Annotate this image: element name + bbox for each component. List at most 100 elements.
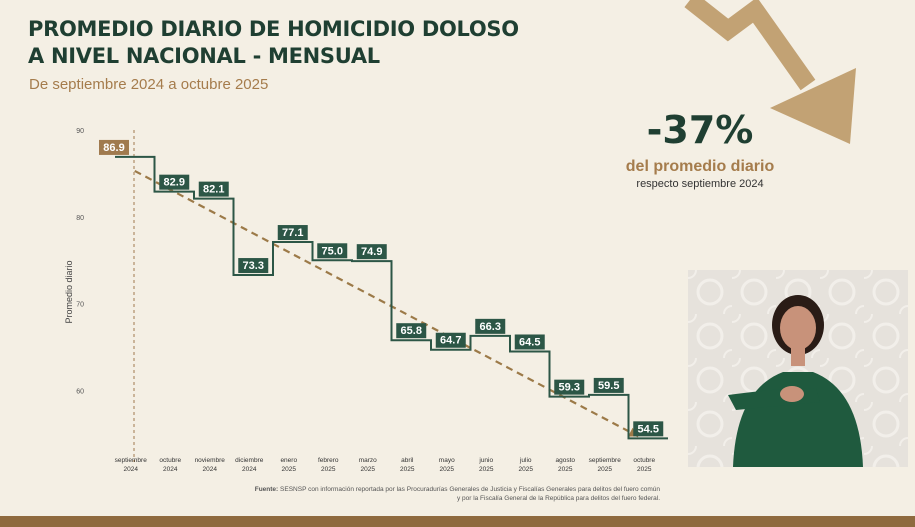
data-label: 73.3 (243, 260, 264, 272)
data-label: 59.3 (559, 382, 580, 394)
page-title: PROMEDIO DIARIO DE HOMICIDIO DOLOSO A NI… (28, 16, 519, 70)
x-tick-month: septiembre (115, 457, 148, 464)
data-label-group: 82.9 (159, 174, 190, 190)
x-tick-year: 2025 (519, 466, 534, 473)
series-step-line (115, 155, 668, 440)
percent-change-value: -37% (646, 108, 754, 152)
data-label: 75.0 (322, 245, 343, 257)
data-label-group: 66.3 (475, 318, 506, 334)
x-tick-year: 2025 (400, 466, 415, 473)
data-label: 74.9 (361, 246, 382, 258)
data-label: 86.9 (103, 142, 124, 154)
y-tick-label: 70 (76, 302, 84, 309)
x-tick-label: febrero 2025 (318, 457, 339, 473)
x-tick-month: julio (519, 457, 532, 464)
x-tick-label: agosto 2025 (555, 457, 575, 473)
x-tick-year: 2025 (598, 466, 613, 473)
percent-change-sublabel: respecto septiembre 2024 (636, 178, 764, 190)
data-label-group: 64.7 (435, 332, 466, 348)
data-label-group: 77.1 (277, 225, 308, 241)
data-label-group: 64.5 (514, 334, 545, 350)
x-tick-month: agosto (555, 457, 575, 464)
data-label-box (317, 243, 348, 259)
data-label-box (475, 318, 506, 334)
x-tick-year: 2025 (637, 466, 652, 473)
x-tick-year: 2025 (282, 466, 297, 473)
x-tick-month: enero (280, 457, 297, 464)
x-tick-month: mayo (439, 457, 455, 464)
data-label-box (198, 181, 229, 197)
x-tick-month: octubre (633, 457, 655, 464)
x-tick-label: enero 2025 (280, 457, 297, 473)
x-tick-year: 2025 (361, 466, 376, 473)
data-label-box (159, 174, 190, 190)
data-label-group: 86.9 (99, 139, 129, 155)
bottom-accent-bar (0, 516, 915, 527)
x-tick-month: noviembre (195, 457, 226, 464)
source-label: Fuente: (254, 486, 279, 493)
x-tick-label: julio 2025 (519, 457, 534, 473)
data-label-box (238, 258, 269, 274)
data-label: 82.1 (203, 184, 224, 196)
data-label: 64.5 (519, 336, 540, 348)
data-label-box (99, 139, 129, 155)
source-line-1: SESNSP con información reportada por las… (280, 486, 660, 493)
x-tick-month: febrero (318, 457, 339, 464)
y-tick-label: 60 (76, 389, 84, 396)
source-line-2: y por la Fiscalía General de la Repúblic… (456, 494, 660, 502)
data-label-group: 74.9 (356, 244, 387, 260)
data-label-box (396, 323, 427, 339)
x-tick-label: septiembre 2025 (589, 457, 622, 473)
data-label-box (514, 334, 545, 350)
x-tick-month: septiembre (589, 457, 622, 464)
percent-change-label: del promedio diario (625, 158, 775, 175)
y-axis-label: Promedio diario (64, 260, 74, 323)
x-tick-year: 2025 (321, 466, 336, 473)
x-tick-month: diciembre (235, 457, 264, 464)
data-label-box (435, 332, 466, 348)
percent-change-highlight: -37% del promedio diario respecto septie… (600, 108, 800, 190)
x-tick-year: 2025 (440, 466, 455, 473)
x-tick-year: 2024 (242, 466, 257, 473)
x-tick-month: marzo (359, 457, 377, 464)
y-tick-label: 90 (76, 128, 84, 135)
data-label-group: 82.1 (198, 181, 229, 197)
data-label-group: 54.5 (633, 421, 664, 437)
data-label-group: 73.3 (238, 258, 269, 274)
page-subtitle: De septiembre 2024 a octubre 2025 (29, 76, 269, 93)
x-tick-year: 2025 (558, 466, 573, 473)
source-note: Fuente: SESNSP con información reportada… (255, 486, 660, 503)
interpreter-person-icon (728, 295, 863, 467)
x-tick-month: octubre (159, 457, 181, 464)
x-tick-label: octubre 2025 (633, 457, 655, 473)
data-label: 64.7 (440, 335, 461, 347)
x-tick-label: septiembre 2024 (115, 457, 148, 473)
data-label-group: 59.5 (593, 377, 624, 393)
data-label: 66.3 (480, 321, 501, 333)
data-label: 65.8 (401, 325, 422, 337)
data-label: 77.1 (282, 227, 303, 239)
data-label-box (356, 244, 387, 260)
data-label-group: 59.3 (554, 379, 585, 395)
title-line-2: A NIVEL NACIONAL - MENSUAL (28, 44, 380, 68)
x-tick-year: 2024 (203, 466, 218, 473)
data-label: 54.5 (638, 423, 659, 435)
data-label-box (633, 421, 664, 437)
x-tick-year: 2024 (163, 466, 178, 473)
data-label: 59.5 (598, 380, 619, 392)
data-label: 82.9 (164, 177, 185, 189)
x-tick-label: diciembre 2024 (235, 457, 264, 473)
x-tick-label: noviembre 2024 (195, 457, 226, 473)
data-label-box (554, 379, 585, 395)
data-label-group: 65.8 (396, 323, 427, 339)
sign-language-interpreter-video (688, 270, 908, 467)
x-tick-month: abril (401, 457, 414, 464)
title-line-1: PROMEDIO DIARIO DE HOMICIDIO DOLOSO (28, 17, 519, 41)
data-label-box (593, 377, 624, 393)
x-tick-label: marzo 2025 (359, 457, 377, 473)
x-tick-label: junio 2025 (478, 457, 493, 473)
data-label-box (277, 225, 308, 241)
x-tick-label: octubre 2024 (159, 457, 181, 473)
x-tick-month: junio (478, 457, 493, 464)
